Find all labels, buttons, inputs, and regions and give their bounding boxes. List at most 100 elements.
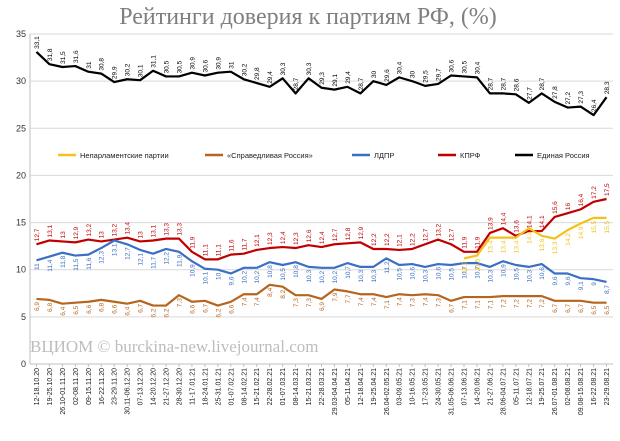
data-label: 29,1 <box>332 74 339 87</box>
data-label: 29,8 <box>254 67 261 80</box>
x-tick-label: 21-27.12.20 <box>164 368 171 405</box>
data-label: 30,1 <box>138 64 145 77</box>
data-label: 33,1 <box>34 36 41 49</box>
data-label: 12,2 <box>164 252 171 265</box>
data-label: 9,6 <box>565 276 572 285</box>
data-label: 7,7 <box>345 294 352 303</box>
x-tick-label: 24-30.05.21 <box>436 368 443 405</box>
series-line <box>36 283 607 307</box>
data-label: 27,2 <box>565 92 572 105</box>
data-label: 6,8 <box>47 303 54 312</box>
data-label: 11 <box>34 263 41 270</box>
data-label: 7,3 <box>436 298 443 307</box>
data-label: 7,3 <box>293 298 300 307</box>
data-label: 12,8 <box>345 227 352 240</box>
series-line <box>36 197 607 261</box>
data-label: 30,4 <box>474 61 481 74</box>
y-tick-label: 0 <box>21 359 26 369</box>
x-tick-label: 16-22.11.20 <box>99 368 106 405</box>
data-label: 10,3 <box>423 270 430 283</box>
x-tick-label: 08-14.03.21 <box>293 368 300 405</box>
x-tick-label: 12-18.07.21 <box>526 368 533 405</box>
legend-label: «Справедливая Россия» <box>227 151 313 160</box>
y-tick-label: 15 <box>16 218 26 228</box>
data-label: 7,3 <box>306 298 313 307</box>
data-label: 7,4 <box>423 297 430 306</box>
series-line <box>35 51 608 117</box>
data-label: 11,9 <box>474 236 481 249</box>
data-label: 14,9 <box>578 226 585 239</box>
data-label: 6,2 <box>164 308 171 317</box>
data-label: 7,4 <box>397 297 404 306</box>
data-label: 30,5 <box>462 60 469 73</box>
data-label: 11,9 <box>176 254 183 267</box>
data-label: 14,1 <box>539 215 546 228</box>
y-axis: 0 5 10 15 20 25 30 35 <box>16 29 26 369</box>
data-label: 7,4 <box>241 297 248 306</box>
data-label: 13,2 <box>86 224 93 237</box>
data-label: 11,6 <box>228 239 235 252</box>
data-label: 31 <box>86 61 93 69</box>
x-tick-label: 18-24.01.21 <box>202 368 209 405</box>
data-label: 10,3 <box>306 270 313 283</box>
data-label: 6,6 <box>228 304 235 313</box>
y-tick-label: 20 <box>16 170 26 180</box>
y-tick-label: 10 <box>16 265 26 275</box>
data-label: 30,3 <box>280 62 287 75</box>
data-label: 11,6 <box>86 257 93 270</box>
x-tick-label: 07-13.06.21 <box>462 368 469 405</box>
x-tick-label: 23-29.11.20 <box>112 368 119 405</box>
data-label: 10,5 <box>280 268 287 281</box>
x-tick-label: 19-25.10.20 <box>47 368 54 405</box>
data-label: 28,7 <box>293 77 300 90</box>
data-label: 13 <box>60 231 67 239</box>
data-label: 10,5 <box>397 268 404 281</box>
data-label: 6,5 <box>73 305 80 314</box>
data-label: 7,2 <box>539 299 546 308</box>
data-label: 10,2 <box>319 270 326 283</box>
y-tick-label: 35 <box>16 29 26 39</box>
x-tick-label: 16-22.08.21 <box>591 368 598 405</box>
x-tick-label: 08-14.02.21 <box>241 368 248 405</box>
x-tick-label: 23-29.08.21 <box>604 368 611 405</box>
y-tick-label: 25 <box>16 123 26 133</box>
x-tick-label: 28.06-04.07.21 <box>500 368 507 415</box>
x-tick-label: 26.10-01.11.20 <box>60 368 67 415</box>
data-label: 13,4 <box>487 240 494 253</box>
data-label: 12,3 <box>99 251 106 264</box>
data-label: 10,6 <box>539 267 546 280</box>
data-label: 13,4 <box>500 240 507 253</box>
data-label: 12,2 <box>410 233 417 246</box>
x-tick-label: 26.07-01.08.21 <box>552 368 559 415</box>
legend-label: Непарламентские партии <box>80 151 169 160</box>
data-label: 13,3 <box>176 223 183 236</box>
data-label: 6,5 <box>591 305 598 314</box>
data-label: 14,2 <box>565 233 572 246</box>
data-label: 28,7 <box>487 77 494 90</box>
data-label: 7,2 <box>526 299 533 308</box>
x-tick-label: 07-13.12.20 <box>138 368 145 405</box>
x-tick-label: 30.11-06.12.20 <box>125 368 132 415</box>
x-tick-label: 22-28.02.21 <box>267 368 274 405</box>
legend-label: Единая Россия <box>537 151 590 160</box>
x-tick-label: 09-15.11.20 <box>86 368 93 405</box>
data-label: 8,7 <box>604 285 611 294</box>
data-label: 31,5 <box>60 51 67 64</box>
data-label: 12,9 <box>358 226 365 239</box>
data-label: 7,1 <box>384 300 391 309</box>
data-label: 12,7 <box>125 247 132 260</box>
data-label: 13,1 <box>112 243 119 256</box>
data-label: 10,8 <box>267 265 274 278</box>
data-label: 6,4 <box>125 306 132 315</box>
data-label: 11,9 <box>189 236 196 249</box>
data-label: 6,7 <box>138 303 145 312</box>
data-label: 17,2 <box>591 186 598 199</box>
data-label: 29,4 <box>345 71 352 84</box>
data-label: 27,8 <box>552 86 559 99</box>
data-label: 6,7 <box>565 303 572 312</box>
x-tick-label: 03-09.05.21 <box>397 368 404 405</box>
data-label: 28,6 <box>513 78 520 91</box>
data-label: 10,5 <box>449 268 456 281</box>
data-label: 15,6 <box>552 201 559 214</box>
